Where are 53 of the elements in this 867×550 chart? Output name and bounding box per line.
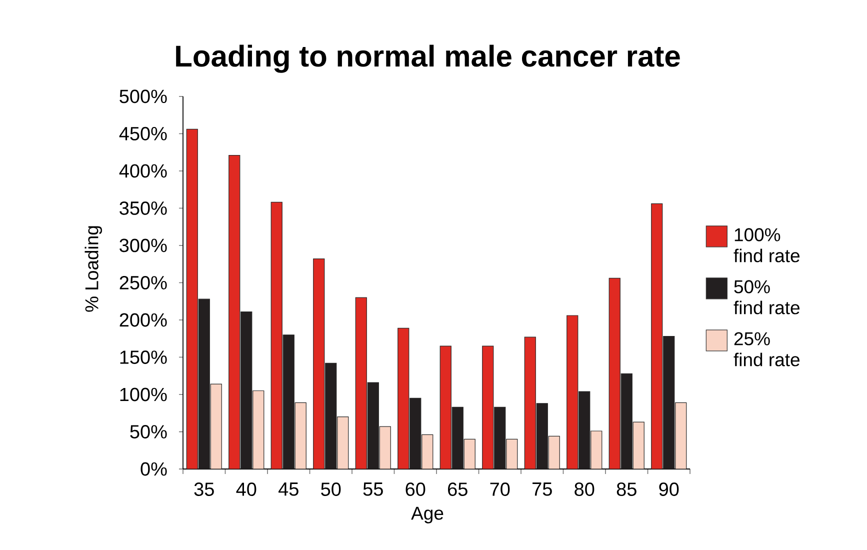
bar <box>398 328 410 469</box>
x-tick-label: 70 <box>490 482 510 496</box>
x-tick-label: 40 <box>236 482 256 496</box>
bar <box>675 402 687 469</box>
x-tick-label: 60 <box>406 482 426 496</box>
x-tick-label: 90 <box>659 482 679 496</box>
bar <box>422 434 434 469</box>
bar <box>608 278 620 469</box>
bar <box>355 297 367 469</box>
y-tick-label: 250% <box>120 276 167 290</box>
legend-label: 100% find rate <box>734 228 800 262</box>
y-tick-label: 150% <box>120 350 167 364</box>
x-tick-label: 65 <box>448 482 468 496</box>
x-tick-label: 85 <box>616 482 636 496</box>
bar <box>482 346 494 469</box>
y-tick-label: 0% <box>140 462 167 476</box>
x-tick-label: 35 <box>194 482 214 496</box>
y-tick-label: 50% <box>130 425 167 438</box>
bar <box>186 128 198 469</box>
chart-title: Loading to normal male cancer rate <box>176 44 680 73</box>
y-tick-label: 200% <box>120 313 167 327</box>
x-tick-label: 80 <box>574 482 594 496</box>
y-tick-label: 100% <box>120 388 167 402</box>
x-tick-label: 50 <box>321 482 341 496</box>
bar <box>506 438 518 469</box>
x-tick-label: 75 <box>532 482 552 496</box>
bar <box>524 336 536 469</box>
bar <box>228 154 240 469</box>
y-tick-label: 350% <box>120 201 167 215</box>
bar <box>566 315 578 469</box>
bar <box>632 422 644 469</box>
y-tick-label: 450% <box>119 126 167 140</box>
bar <box>252 390 264 469</box>
bar <box>294 402 306 469</box>
bar <box>210 384 222 469</box>
bar <box>548 436 560 469</box>
bar <box>440 346 452 469</box>
x-tick-label: 55 <box>363 482 383 496</box>
bar <box>379 426 391 469</box>
x-axis-title: Age <box>411 506 444 524</box>
y-tick-label: 300% <box>120 238 167 252</box>
bar <box>313 258 325 469</box>
y-tick-label: 500% <box>120 90 167 104</box>
bar <box>464 438 476 469</box>
legend-label: 25% find rate <box>734 332 800 366</box>
y-tick-label: 400% <box>119 164 167 178</box>
bar <box>337 416 349 469</box>
x-tick-label: 45 <box>278 482 298 496</box>
legend-label: 50% find rate <box>734 280 800 314</box>
y-axis-title: % Loading <box>84 226 102 312</box>
bar <box>651 203 663 469</box>
bar <box>590 430 602 469</box>
bar <box>270 202 282 469</box>
